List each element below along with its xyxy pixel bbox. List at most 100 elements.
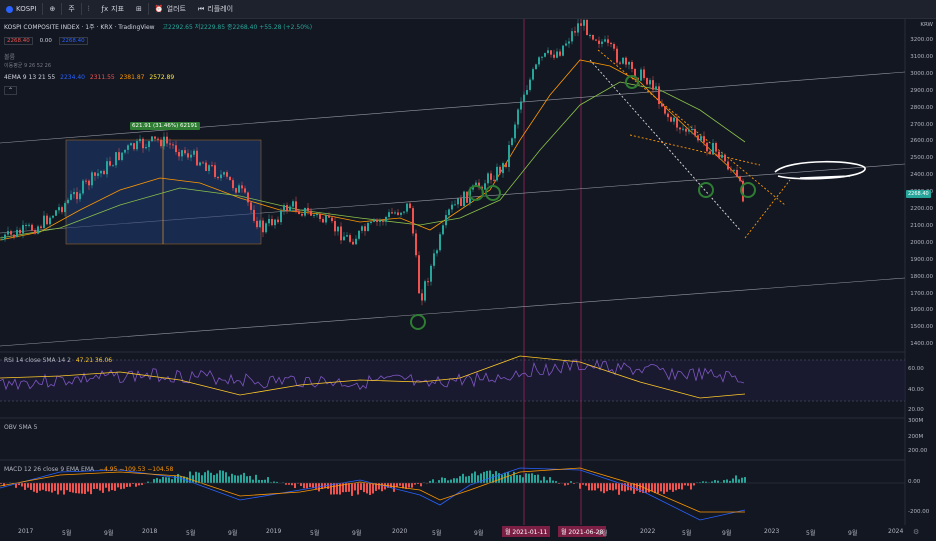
macd-bar xyxy=(636,483,638,491)
buy-price-box[interactable]: 2268.40 xyxy=(58,37,88,45)
obv-legend[interactable]: OBV SMA 5 xyxy=(4,424,37,431)
measure-box[interactable] xyxy=(65,139,262,245)
symbol-search[interactable]: KOSPI xyxy=(0,0,42,18)
marker-circle-e[interactable] xyxy=(740,182,756,198)
candle-body xyxy=(193,150,195,155)
candle-body xyxy=(115,152,117,166)
legend-title-row[interactable]: KOSPI COMPOSITE INDEX · 1주 · KRX · Tradi… xyxy=(4,22,312,31)
candle-body xyxy=(283,205,285,211)
time-axis-label: 9월 xyxy=(848,530,858,537)
rsi-legend[interactable]: RSI 14 close SMA 14 2 47.21 36.06 xyxy=(4,357,112,364)
macd-bar xyxy=(315,483,317,489)
candle-body xyxy=(145,147,147,149)
macd-bar xyxy=(582,483,584,485)
trendline-upper[interactable] xyxy=(0,71,906,144)
marker-circle-a[interactable] xyxy=(468,185,484,201)
channel-orange-top[interactable] xyxy=(597,49,786,206)
macd-bar xyxy=(420,483,422,487)
macd-bar xyxy=(180,476,182,483)
time-axis-label: 9월 xyxy=(598,530,608,537)
channel-orange-right[interactable] xyxy=(744,179,791,239)
volume-legend[interactable]: 볼륨 xyxy=(4,54,16,61)
macd-bar xyxy=(417,483,419,484)
ema-21-line xyxy=(0,59,746,241)
macd-legend[interactable]: MACD 12 26 close 9 EMA EMA −4.95 −109.53… xyxy=(4,466,173,473)
candle-body xyxy=(208,165,210,171)
drawn-ellipse-annotation[interactable] xyxy=(774,160,866,180)
macd-signal-line xyxy=(0,467,745,513)
macd-bar xyxy=(327,483,329,489)
chart-type-button[interactable]: ⫶ xyxy=(82,0,96,18)
macd-bar xyxy=(147,481,149,483)
settings-gear-icon[interactable]: ⚙ xyxy=(913,528,920,536)
macd-bar xyxy=(690,483,692,490)
marker-circle-2020-low[interactable] xyxy=(410,314,426,330)
candle-body xyxy=(715,142,717,152)
marker-circle-c[interactable] xyxy=(625,75,639,89)
macd-bar xyxy=(339,483,341,495)
macd-bar xyxy=(654,483,656,494)
candle-body xyxy=(4,234,6,240)
price-axis-label: 3100.00 xyxy=(910,53,933,60)
macd-bar xyxy=(3,483,5,487)
chart-canvas[interactable] xyxy=(0,19,936,541)
candle-body xyxy=(256,220,258,228)
channel-orange-mid[interactable] xyxy=(629,134,761,166)
collapse-legend-button[interactable]: ⌃ xyxy=(4,86,18,95)
macd-bar xyxy=(603,483,605,494)
candle-body xyxy=(25,224,27,226)
indicators-button[interactable]: ƒx 지표 xyxy=(96,0,131,18)
layout-button[interactable]: ⊞ xyxy=(130,0,148,18)
macd-bar xyxy=(513,471,515,483)
ema-legend[interactable]: 4EMA 9 13 21 55 2234.40 2311.55 2381.87 … xyxy=(4,74,174,81)
macd-bar xyxy=(669,483,671,490)
candle-body xyxy=(625,57,627,65)
marker-circle-d[interactable] xyxy=(698,182,714,198)
macd-bar xyxy=(393,483,395,492)
candle-body xyxy=(49,217,51,225)
macd-bar xyxy=(696,482,698,483)
macd-bar xyxy=(396,483,398,487)
marker-circle-b[interactable] xyxy=(485,185,501,201)
macd-bar xyxy=(678,483,680,490)
macd-bar xyxy=(390,483,392,488)
channel-white[interactable] xyxy=(589,59,741,231)
candle-body xyxy=(406,203,408,212)
macd-bar xyxy=(294,483,296,489)
trendline-lower[interactable] xyxy=(0,277,906,347)
replay-button[interactable]: ⏮ 리플레이 xyxy=(192,0,239,18)
candle-body xyxy=(238,185,240,193)
macd-bar xyxy=(201,475,203,483)
macd-bar xyxy=(78,483,80,494)
compare-button[interactable]: ⊕ xyxy=(43,0,61,18)
candle-body xyxy=(655,86,657,90)
macd-bar xyxy=(159,479,161,483)
macd-bar xyxy=(39,483,41,491)
macd-bar xyxy=(441,477,443,483)
macd-bar xyxy=(177,473,179,483)
ma-legend[interactable]: 이동평균 9 26 52 26 xyxy=(4,63,52,69)
candle-body xyxy=(136,141,138,150)
candle-body xyxy=(499,166,501,174)
macd-bar xyxy=(309,483,311,488)
alert-button[interactable]: ⏰ 얼러트 xyxy=(149,0,192,18)
macd-bar xyxy=(498,473,500,483)
candle-body xyxy=(694,129,696,136)
interval-button[interactable]: 주 xyxy=(62,0,80,18)
candle-body xyxy=(328,215,330,218)
macd-bar xyxy=(171,479,173,483)
rsi-label: RSI 14 close SMA 14 2 xyxy=(4,357,71,364)
macd-bar xyxy=(462,473,464,483)
candle-body xyxy=(436,250,438,254)
time-axis[interactable]: 월 2021-01-11 월 2021-06-28 2017 5월 9월 2018 5월… xyxy=(0,525,905,541)
time-axis-label: 9월 xyxy=(228,530,238,537)
candle-body xyxy=(730,169,732,171)
candle-body xyxy=(382,220,384,222)
macd-bar xyxy=(276,481,278,483)
candle-body xyxy=(1,239,3,241)
macd-bar xyxy=(204,472,206,483)
macd-bar xyxy=(18,483,20,486)
price-axis[interactable]: KRW 3200.00 3100.00 3000.00 2900.00 2800.00 2… xyxy=(905,19,936,525)
macd-bar xyxy=(84,483,86,494)
sell-price-box[interactable]: 2268.40 xyxy=(4,37,33,45)
